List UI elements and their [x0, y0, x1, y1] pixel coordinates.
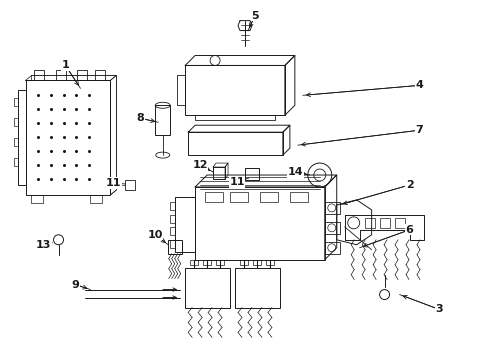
Bar [324, 202, 339, 214]
Text: 9: 9 [71, 280, 79, 289]
Bar [14, 118, 18, 126]
Bar [265, 260, 273, 265]
Bar [203, 260, 211, 265]
Bar [185, 268, 229, 307]
Text: 10: 10 [147, 230, 163, 240]
Bar [18, 90, 25, 185]
Bar [185, 66, 285, 115]
Bar [175, 197, 195, 252]
Bar [216, 260, 224, 265]
Text: 8: 8 [136, 113, 144, 123]
Text: 6: 6 [405, 225, 413, 235]
Bar [252, 260, 261, 265]
Bar [14, 98, 18, 106]
Bar [190, 260, 198, 265]
Text: 11: 11 [229, 177, 244, 187]
Text: 7: 7 [415, 125, 423, 135]
Text: 4: 4 [415, 80, 423, 90]
Bar [324, 242, 339, 254]
Bar [31, 195, 42, 203]
Bar [379, 218, 389, 228]
Text: 1: 1 [61, 60, 69, 71]
Bar [14, 158, 18, 166]
Bar [244, 168, 259, 180]
Bar [289, 192, 307, 202]
Bar [240, 260, 247, 265]
Text: 2: 2 [405, 180, 412, 190]
Bar [125, 180, 135, 190]
Bar [90, 195, 102, 203]
Bar [188, 132, 283, 155]
Bar [56, 71, 65, 80]
Bar [204, 192, 223, 202]
Bar [25, 80, 110, 195]
Bar [213, 167, 224, 179]
Bar [195, 115, 274, 120]
Bar [77, 71, 87, 80]
Bar [324, 222, 339, 234]
Bar [170, 215, 175, 223]
Text: 5: 5 [251, 11, 258, 21]
Bar [260, 192, 277, 202]
Text: 12: 12 [192, 160, 207, 170]
Bar [155, 105, 170, 135]
Bar [168, 240, 182, 254]
Bar [364, 218, 374, 228]
Bar [170, 202, 175, 210]
Bar [195, 187, 324, 260]
Bar [229, 192, 247, 202]
Bar [394, 218, 404, 228]
Text: 3: 3 [435, 305, 442, 315]
Bar [170, 227, 175, 235]
Bar [34, 71, 43, 80]
Bar [235, 268, 279, 307]
Bar [95, 71, 105, 80]
Text: 14: 14 [287, 167, 303, 177]
Text: 13: 13 [36, 240, 51, 250]
Bar [14, 138, 18, 146]
Text: 11: 11 [105, 178, 121, 188]
Bar [170, 240, 175, 248]
